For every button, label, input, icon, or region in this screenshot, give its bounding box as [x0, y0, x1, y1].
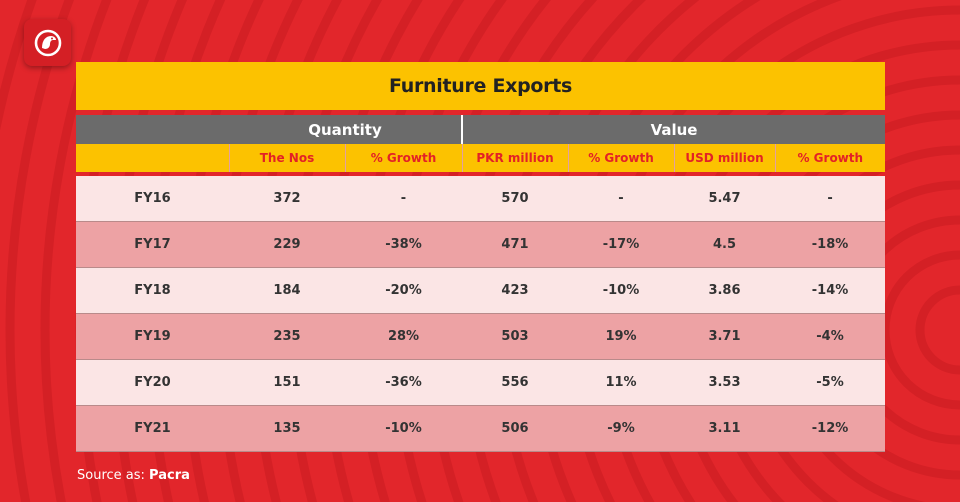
usd-value-cell: 3.86 — [674, 267, 775, 314]
year-cell: FY19 — [76, 313, 229, 360]
pkr-growth-cell: -10% — [568, 267, 674, 314]
quantity-growth-cell: - — [345, 176, 462, 222]
quantity-growth-cell: -20% — [345, 267, 462, 314]
quantity-cell: 135 — [229, 405, 345, 452]
usd-value-cell: 3.53 — [674, 359, 775, 406]
usd-growth-cell: -18% — [775, 221, 886, 268]
pkr-growth-cell: - — [568, 176, 674, 222]
quantity-growth-cell: -36% — [345, 359, 462, 406]
table-row: FY19 235 28% 503 19% 3.71 -4% — [76, 313, 886, 360]
sub-header-pkr-growth: % Growth — [567, 144, 674, 172]
pkr-value-cell: 506 — [462, 405, 568, 452]
sub-header-usd-million: USD million — [673, 144, 775, 172]
exports-table: Quantity Value The Nos % Growth PKR mill… — [76, 115, 886, 452]
pkr-value-cell: 423 — [462, 267, 568, 314]
pkr-growth-cell: -9% — [568, 405, 674, 452]
usd-growth-cell: -5% — [775, 359, 886, 406]
usd-value-cell: 3.71 — [674, 313, 775, 360]
table-row: FY17 229 -38% 471 -17% 4.5 -18% — [76, 221, 886, 268]
quantity-growth-cell: -38% — [345, 221, 462, 268]
quantity-cell: 235 — [229, 313, 345, 360]
year-cell: FY21 — [76, 405, 229, 452]
usd-value-cell: 5.47 — [674, 176, 775, 222]
source-name: Pacra — [149, 468, 190, 483]
usd-growth-cell: -4% — [775, 313, 886, 360]
quantity-growth-cell: 28% — [345, 313, 462, 360]
bird-icon — [34, 29, 61, 56]
source-note: Source as: Pacra — [77, 468, 190, 483]
pkr-growth-cell: 11% — [568, 359, 674, 406]
quantity-cell: 151 — [229, 359, 345, 406]
group-header-row: Quantity Value — [76, 115, 886, 144]
group-header-quantity: Quantity — [229, 115, 462, 144]
pkr-value-cell: 570 — [462, 176, 568, 222]
pkr-growth-cell: 19% — [568, 313, 674, 360]
sub-header-pkr-million: PKR million — [461, 144, 568, 172]
quantity-cell: 229 — [229, 221, 345, 268]
usd-growth-cell: -14% — [775, 267, 886, 314]
logo-badge — [24, 19, 71, 66]
year-cell: FY20 — [76, 359, 229, 406]
table-row: FY18 184 -20% 423 -10% 3.86 -14% — [76, 267, 886, 314]
pkr-value-cell: 556 — [462, 359, 568, 406]
sub-header-row: The Nos % Growth PKR million % Growth US… — [76, 144, 886, 172]
group-header-value: Value — [460, 115, 886, 144]
usd-growth-cell: -12% — [775, 405, 886, 452]
sub-header-quantity-growth: % Growth — [344, 144, 462, 172]
pkr-value-cell: 471 — [462, 221, 568, 268]
group-header-blank — [76, 115, 229, 144]
usd-growth-cell: - — [775, 176, 886, 222]
table-title: Furniture Exports — [76, 62, 885, 110]
usd-value-cell: 3.11 — [674, 405, 775, 452]
year-cell: FY17 — [76, 221, 229, 268]
exports-table-card: Furniture Exports Quantity Value The Nos… — [76, 62, 886, 452]
table-row: FY21 135 -10% 506 -9% 3.11 -12% — [76, 405, 886, 452]
pkr-value-cell: 503 — [462, 313, 568, 360]
year-cell: FY18 — [76, 267, 229, 314]
table-row: FY16 372 - 570 - 5.47 - — [76, 176, 886, 222]
quantity-growth-cell: -10% — [345, 405, 462, 452]
usd-value-cell: 4.5 — [674, 221, 775, 268]
quantity-cell: 184 — [229, 267, 345, 314]
table-row: FY20 151 -36% 556 11% 3.53 -5% — [76, 359, 886, 406]
quantity-cell: 372 — [229, 176, 345, 222]
source-prefix: Source as: — [77, 468, 150, 483]
sub-header-usd-growth: % Growth — [774, 144, 886, 172]
sub-header-year — [76, 144, 229, 172]
year-cell: FY16 — [76, 176, 229, 222]
sub-header-the-nos: The Nos — [228, 144, 345, 172]
pkr-growth-cell: -17% — [568, 221, 674, 268]
